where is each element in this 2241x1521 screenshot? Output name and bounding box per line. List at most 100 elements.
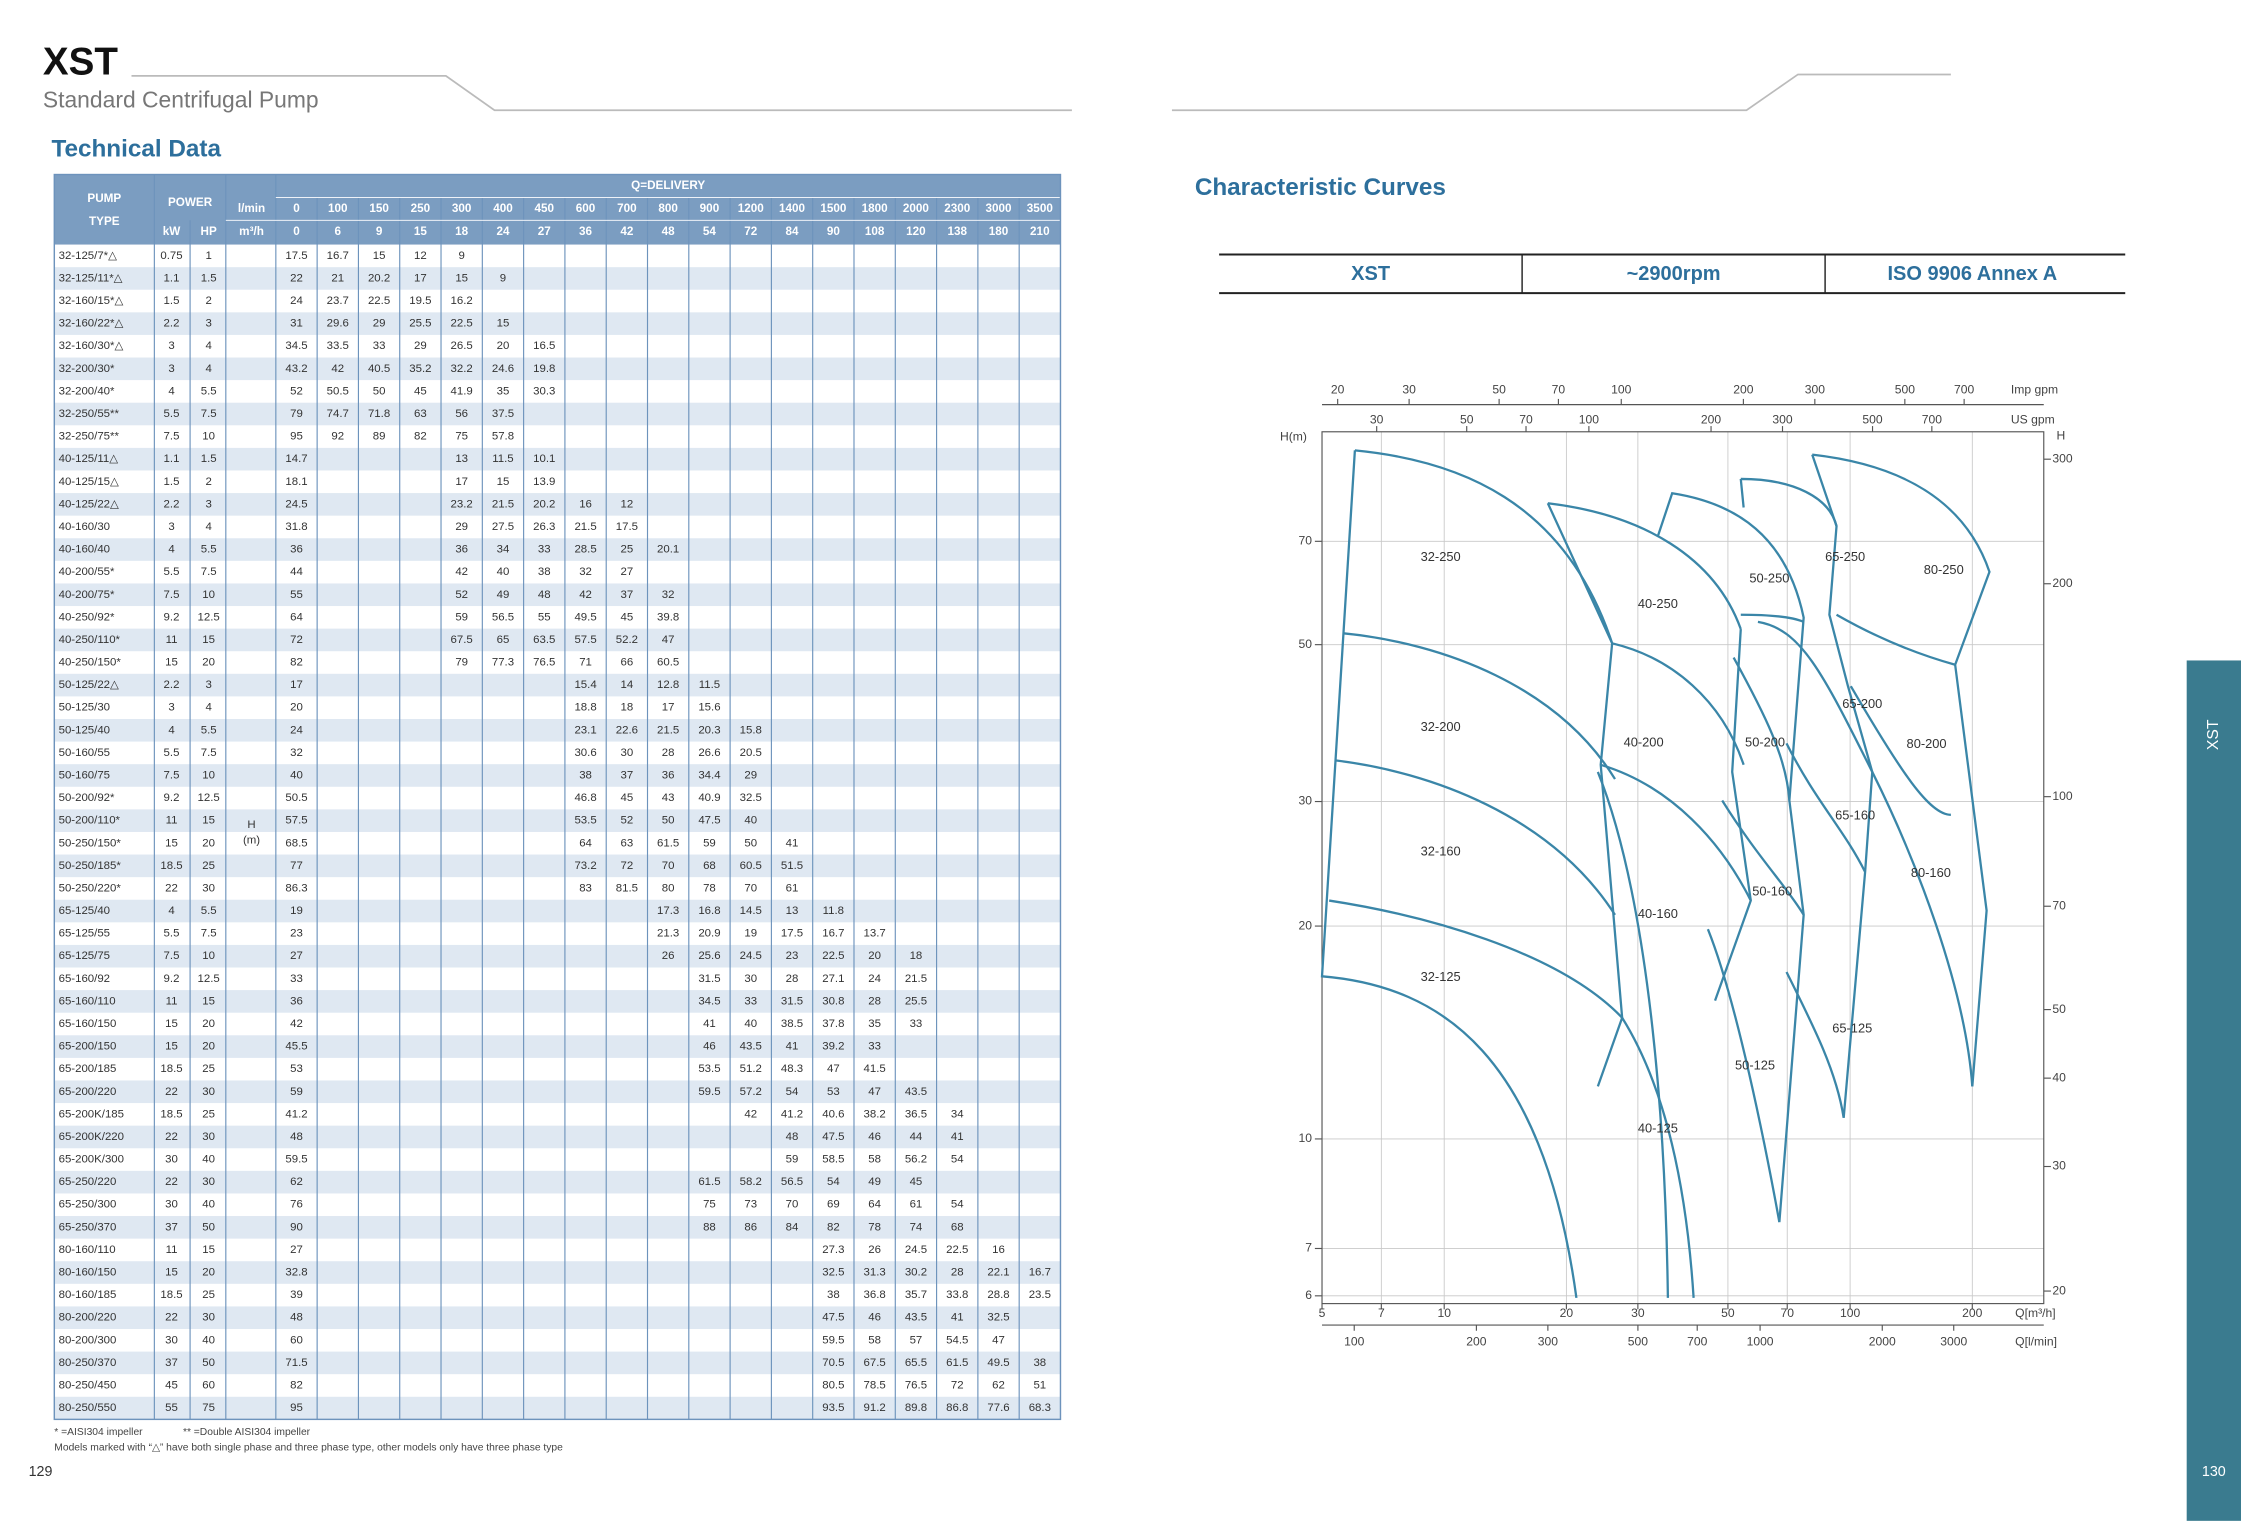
- head-unit: (m): [243, 835, 260, 847]
- pump-type: 32-200/30*: [59, 363, 115, 375]
- cell: 53.5: [698, 1063, 720, 1075]
- curve: [1713, 628, 1752, 1001]
- curve-label: 40-200: [1624, 735, 1664, 750]
- cell: 39: [290, 1289, 303, 1301]
- cell: 55: [165, 1402, 178, 1414]
- cell: 38: [538, 566, 551, 578]
- cell: 34.5: [285, 340, 307, 352]
- pump-type: 32-160/30*△: [59, 340, 124, 352]
- cell: 22.5: [822, 950, 844, 962]
- header-label: 27: [538, 225, 551, 238]
- cell: 1.1: [164, 453, 180, 465]
- row-band: [54, 944, 1061, 968]
- cell: 33.5: [327, 340, 349, 352]
- row-band: [54, 1170, 1061, 1194]
- cell: 15: [165, 1041, 178, 1053]
- pump-type: 32-125/11*△: [59, 272, 123, 284]
- curve-label: 50-160: [1752, 883, 1792, 898]
- pump-type: 32-160/22*△: [59, 318, 124, 330]
- cell: 34: [951, 1108, 964, 1120]
- cell: 17: [455, 476, 468, 488]
- cell: 86: [744, 1221, 757, 1233]
- cell: 20.2: [368, 272, 390, 284]
- row-band: [54, 447, 1061, 471]
- cell: 15: [202, 995, 215, 1007]
- head-unit: H: [247, 819, 255, 831]
- cell: 17: [414, 272, 427, 284]
- header-label: 150: [369, 202, 389, 215]
- tick-label: 70: [1552, 383, 1566, 397]
- cell: 40: [202, 1154, 215, 1166]
- cell: 22: [290, 272, 303, 284]
- header-label: 48: [662, 225, 676, 238]
- cell: 26.5: [451, 340, 473, 352]
- cell: 50: [202, 1357, 215, 1369]
- pump-type: 80-250/370: [59, 1357, 117, 1369]
- cell: 42: [579, 589, 592, 601]
- tick-label: 70: [1780, 1306, 1794, 1320]
- cell: 40: [202, 1199, 215, 1211]
- curve-label: 50-250: [1749, 570, 1789, 585]
- cell: 12: [414, 250, 427, 262]
- cell: 15: [202, 634, 215, 646]
- tick-label: 2000: [1869, 1334, 1896, 1348]
- cell: 50.5: [327, 385, 349, 397]
- cell: 23: [290, 928, 303, 940]
- cell: 29.6: [327, 318, 349, 330]
- cell: 4: [168, 544, 175, 556]
- cell: 9: [500, 272, 506, 284]
- pump-type: 40-200/75*: [59, 589, 115, 601]
- cell: 19: [290, 905, 303, 917]
- header-label: 1200: [738, 202, 765, 215]
- cell: 14.7: [285, 453, 307, 465]
- cell: 25.5: [905, 995, 927, 1007]
- cell: 28: [786, 973, 799, 985]
- pump-type: 65-200K/300: [59, 1154, 124, 1166]
- cell: 15: [165, 837, 178, 849]
- cell: 50: [202, 1221, 215, 1233]
- cell: 19.5: [409, 295, 431, 307]
- row-band: [54, 267, 1061, 290]
- cell: 30: [165, 1199, 178, 1211]
- cell: 37: [620, 769, 633, 781]
- cell: 64: [290, 611, 303, 623]
- cell: 41.5: [864, 1063, 886, 1075]
- cell: 34.5: [698, 995, 720, 1007]
- side-tab-label: XST: [2205, 719, 2222, 750]
- header-label: 18: [455, 225, 469, 238]
- cell: 5.5: [201, 544, 217, 556]
- header-label: 0: [293, 202, 300, 215]
- cell: 7.5: [164, 950, 180, 962]
- pump-type: 80-250/450: [59, 1379, 117, 1391]
- cell: 59: [290, 1086, 303, 1098]
- cell: 16.7: [822, 928, 844, 940]
- cell: 2.2: [164, 498, 180, 510]
- cell: 30: [165, 1334, 178, 1346]
- cell: 25.5: [409, 318, 431, 330]
- cell: 5.5: [201, 385, 217, 397]
- cell: 15: [165, 1018, 178, 1030]
- cell: 20: [202, 1267, 215, 1279]
- cell: 88: [703, 1221, 716, 1233]
- cell: 2.2: [164, 679, 180, 691]
- curve-label: 32-250: [1421, 549, 1461, 564]
- pump-type: 65-125/55: [59, 928, 110, 940]
- cell: 37.8: [822, 1018, 844, 1030]
- cell: 27: [620, 566, 633, 578]
- cell: 14: [620, 679, 633, 691]
- cell: 86.8: [946, 1402, 968, 1414]
- tick-label: 200: [1962, 1306, 1982, 1320]
- cell: 17.5: [781, 928, 803, 940]
- cell: 16.7: [1029, 1267, 1051, 1279]
- cell: 59.5: [285, 1154, 307, 1166]
- pump-type: 50-200/110*: [59, 815, 121, 827]
- cell: 61.5: [946, 1357, 968, 1369]
- cell: 10.1: [533, 453, 555, 465]
- cell: 33: [910, 1018, 923, 1030]
- cell: 41: [951, 1131, 964, 1143]
- curve-label: 40-160: [1638, 906, 1678, 921]
- cell: 37: [165, 1221, 178, 1233]
- pump-type: 40-200/55*: [59, 566, 115, 578]
- pump-type: 32-250/55**: [59, 408, 120, 420]
